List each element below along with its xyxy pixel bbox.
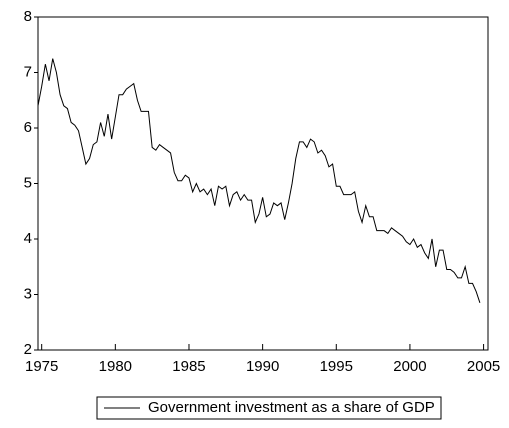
x-tick-label: 2000 xyxy=(393,358,426,375)
legend-box xyxy=(96,396,442,420)
x-tick-label: 1975 xyxy=(25,358,58,375)
x-tick-label: 1985 xyxy=(172,358,205,375)
x-tick-label: 1980 xyxy=(99,358,132,375)
x-tick-label: 1990 xyxy=(246,358,279,375)
x-tick-label: 2005 xyxy=(467,358,500,375)
y-tick-label: 3 xyxy=(24,285,32,302)
y-tick-label: 8 xyxy=(24,8,32,25)
y-tick-label: 7 xyxy=(24,63,32,80)
plot-frame xyxy=(37,16,489,351)
y-tick-label: 6 xyxy=(24,119,32,136)
legend-label: Government investment as a share of GDP xyxy=(148,399,435,416)
y-tick-label: 5 xyxy=(24,174,32,191)
x-tick-label: 1995 xyxy=(320,358,353,375)
data-line xyxy=(37,58,481,303)
y-tick-label: 2 xyxy=(24,341,32,358)
y-tick-label: 4 xyxy=(24,230,32,247)
